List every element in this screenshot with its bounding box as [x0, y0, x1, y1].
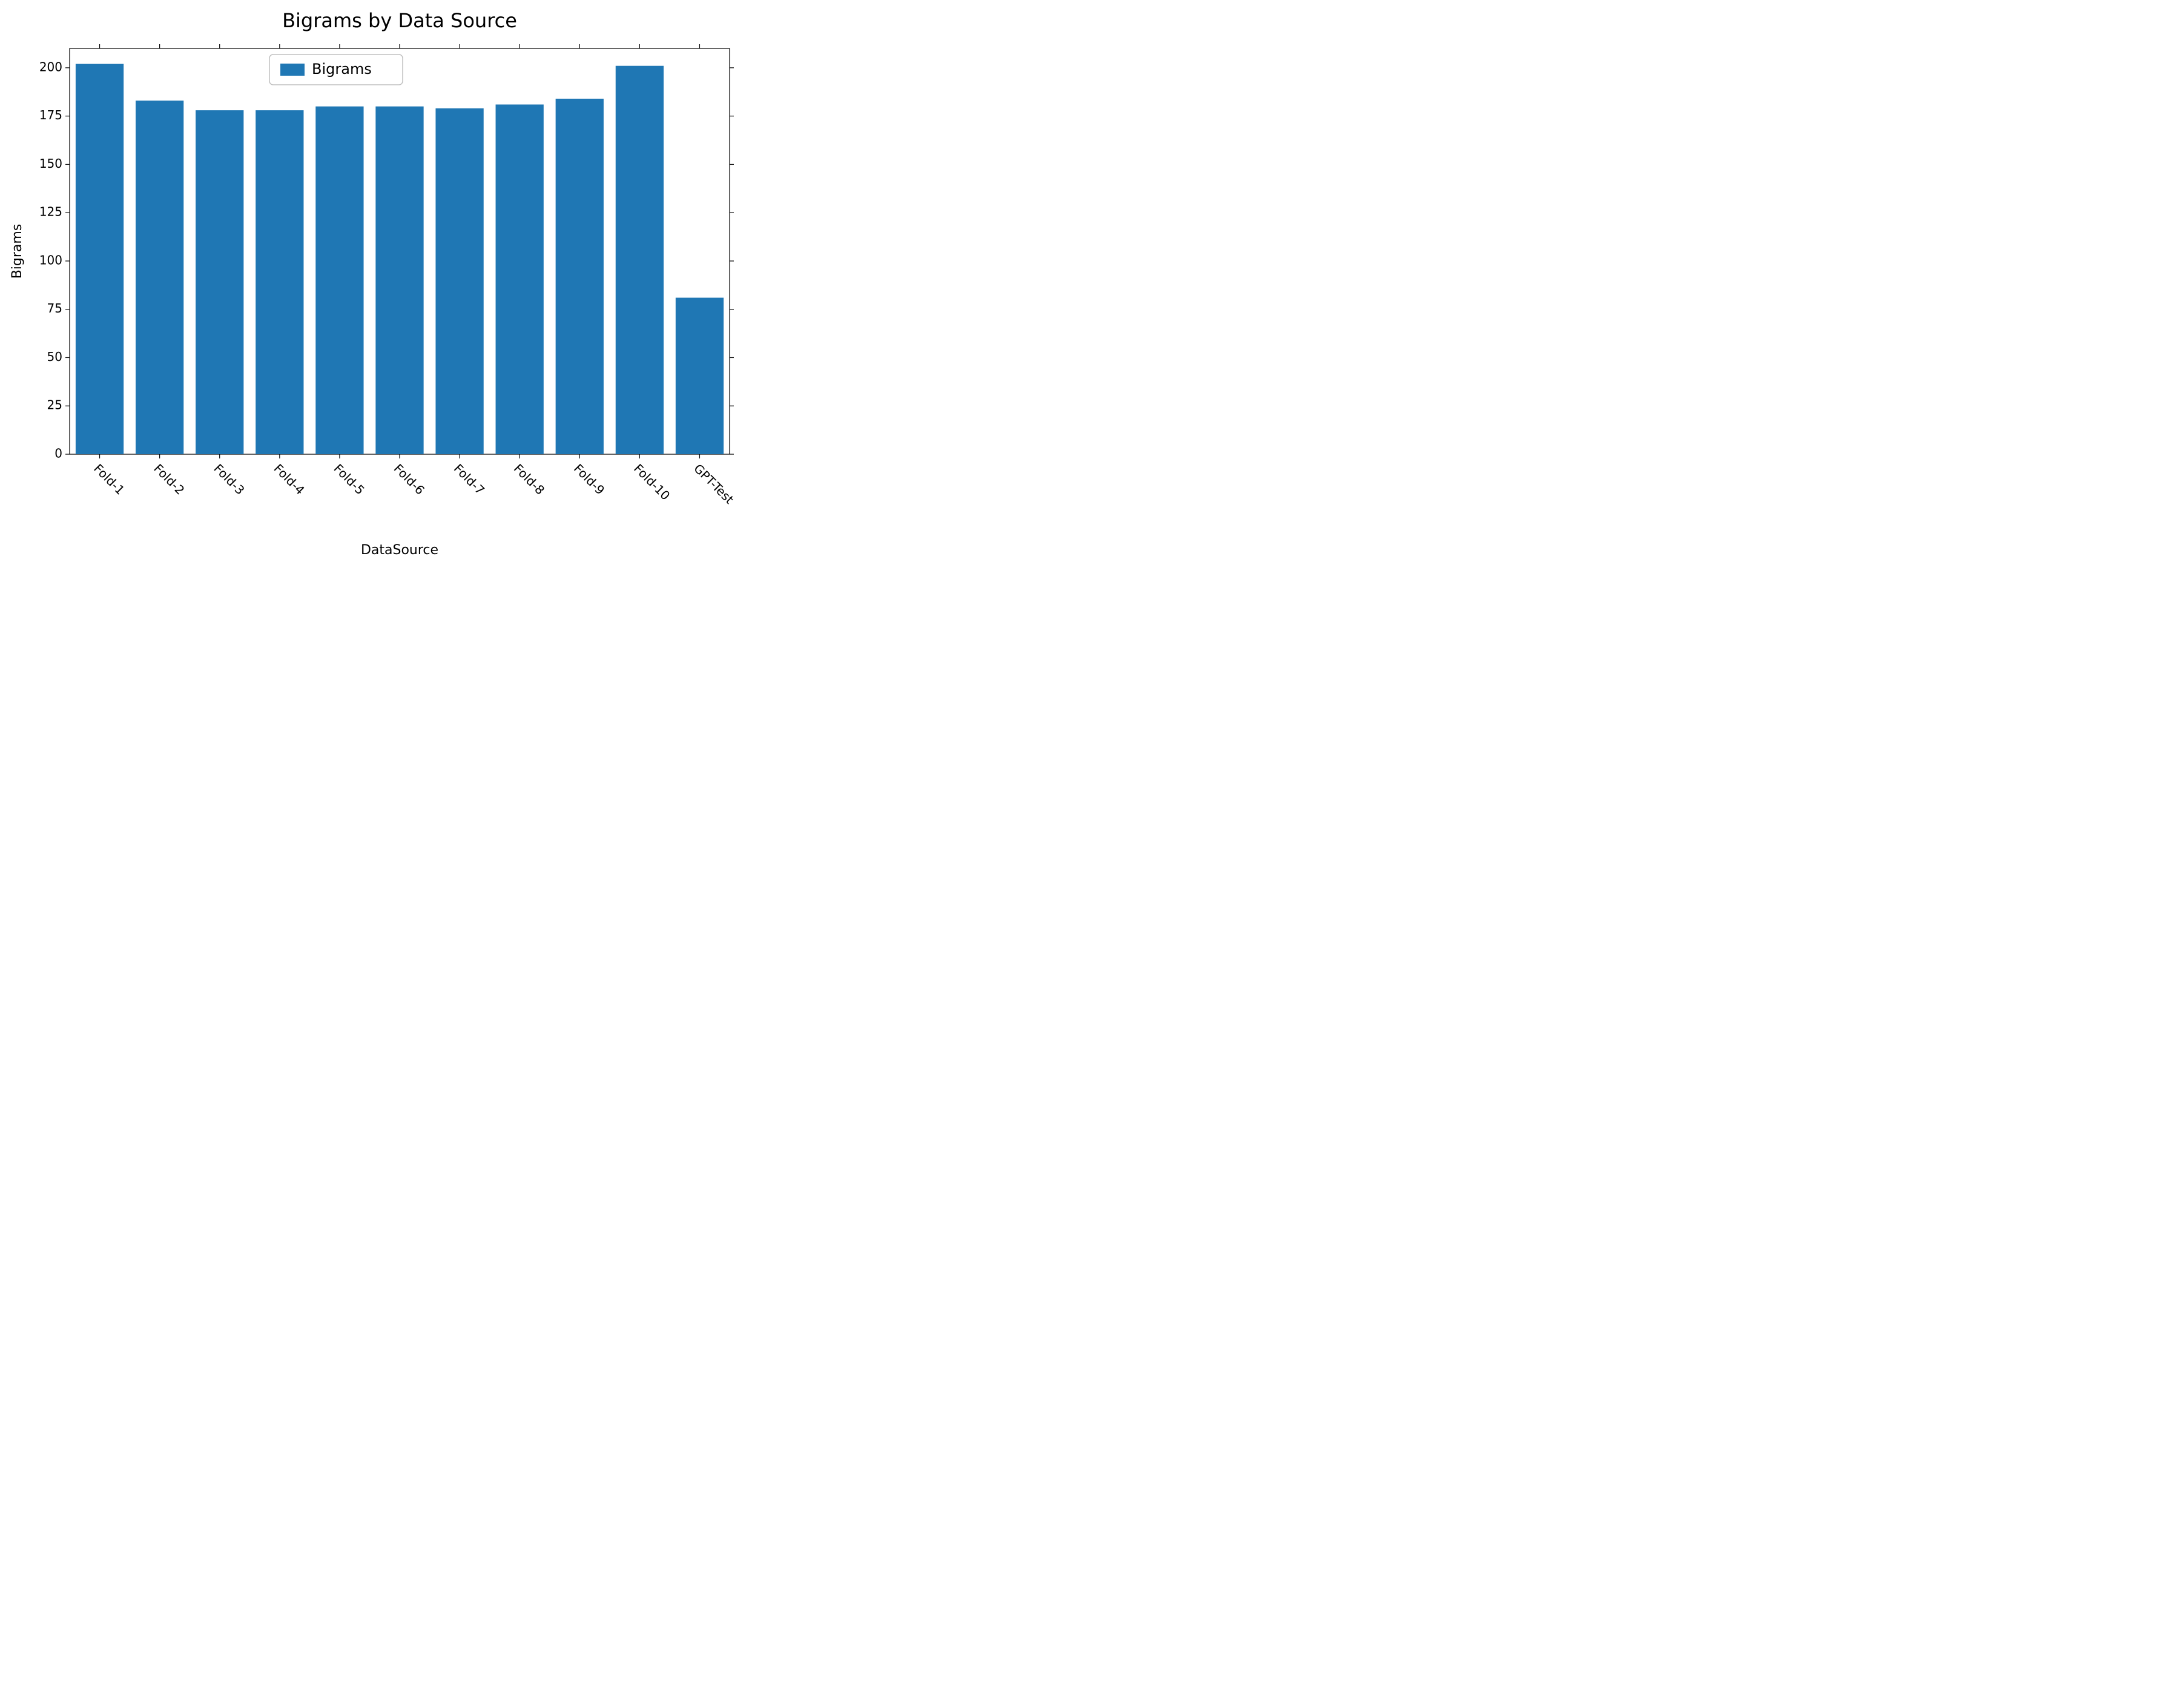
bar — [616, 66, 664, 454]
y-tick-label: 75 — [47, 301, 62, 316]
bar — [196, 110, 243, 454]
bar — [435, 108, 483, 454]
y-tick-label: 125 — [39, 205, 62, 219]
bar — [136, 101, 183, 454]
x-axis-label: DataSource — [361, 543, 438, 558]
y-tick-label: 200 — [39, 59, 62, 74]
y-tick-label: 175 — [39, 108, 62, 122]
y-tick-label: 25 — [47, 398, 62, 412]
y-tick-label: 0 — [54, 446, 62, 461]
bar — [76, 64, 124, 454]
legend-swatch — [280, 64, 305, 76]
legend-label: Bigrams — [312, 61, 372, 78]
bar — [496, 105, 544, 454]
bar — [676, 298, 724, 454]
bar — [256, 110, 303, 454]
chart-title: Bigrams by Data Source — [282, 9, 517, 32]
bar — [375, 107, 423, 454]
y-tick-label: 50 — [47, 349, 62, 364]
y-tick-label: 100 — [39, 253, 62, 267]
bar — [315, 107, 363, 454]
y-axis-label: Bigrams — [10, 224, 25, 279]
bar — [556, 99, 604, 454]
y-tick-label: 150 — [39, 156, 62, 171]
bar-chart: Bigrams by Data Source 0 25 50 75 100 125 150 17… — [0, 0, 751, 578]
